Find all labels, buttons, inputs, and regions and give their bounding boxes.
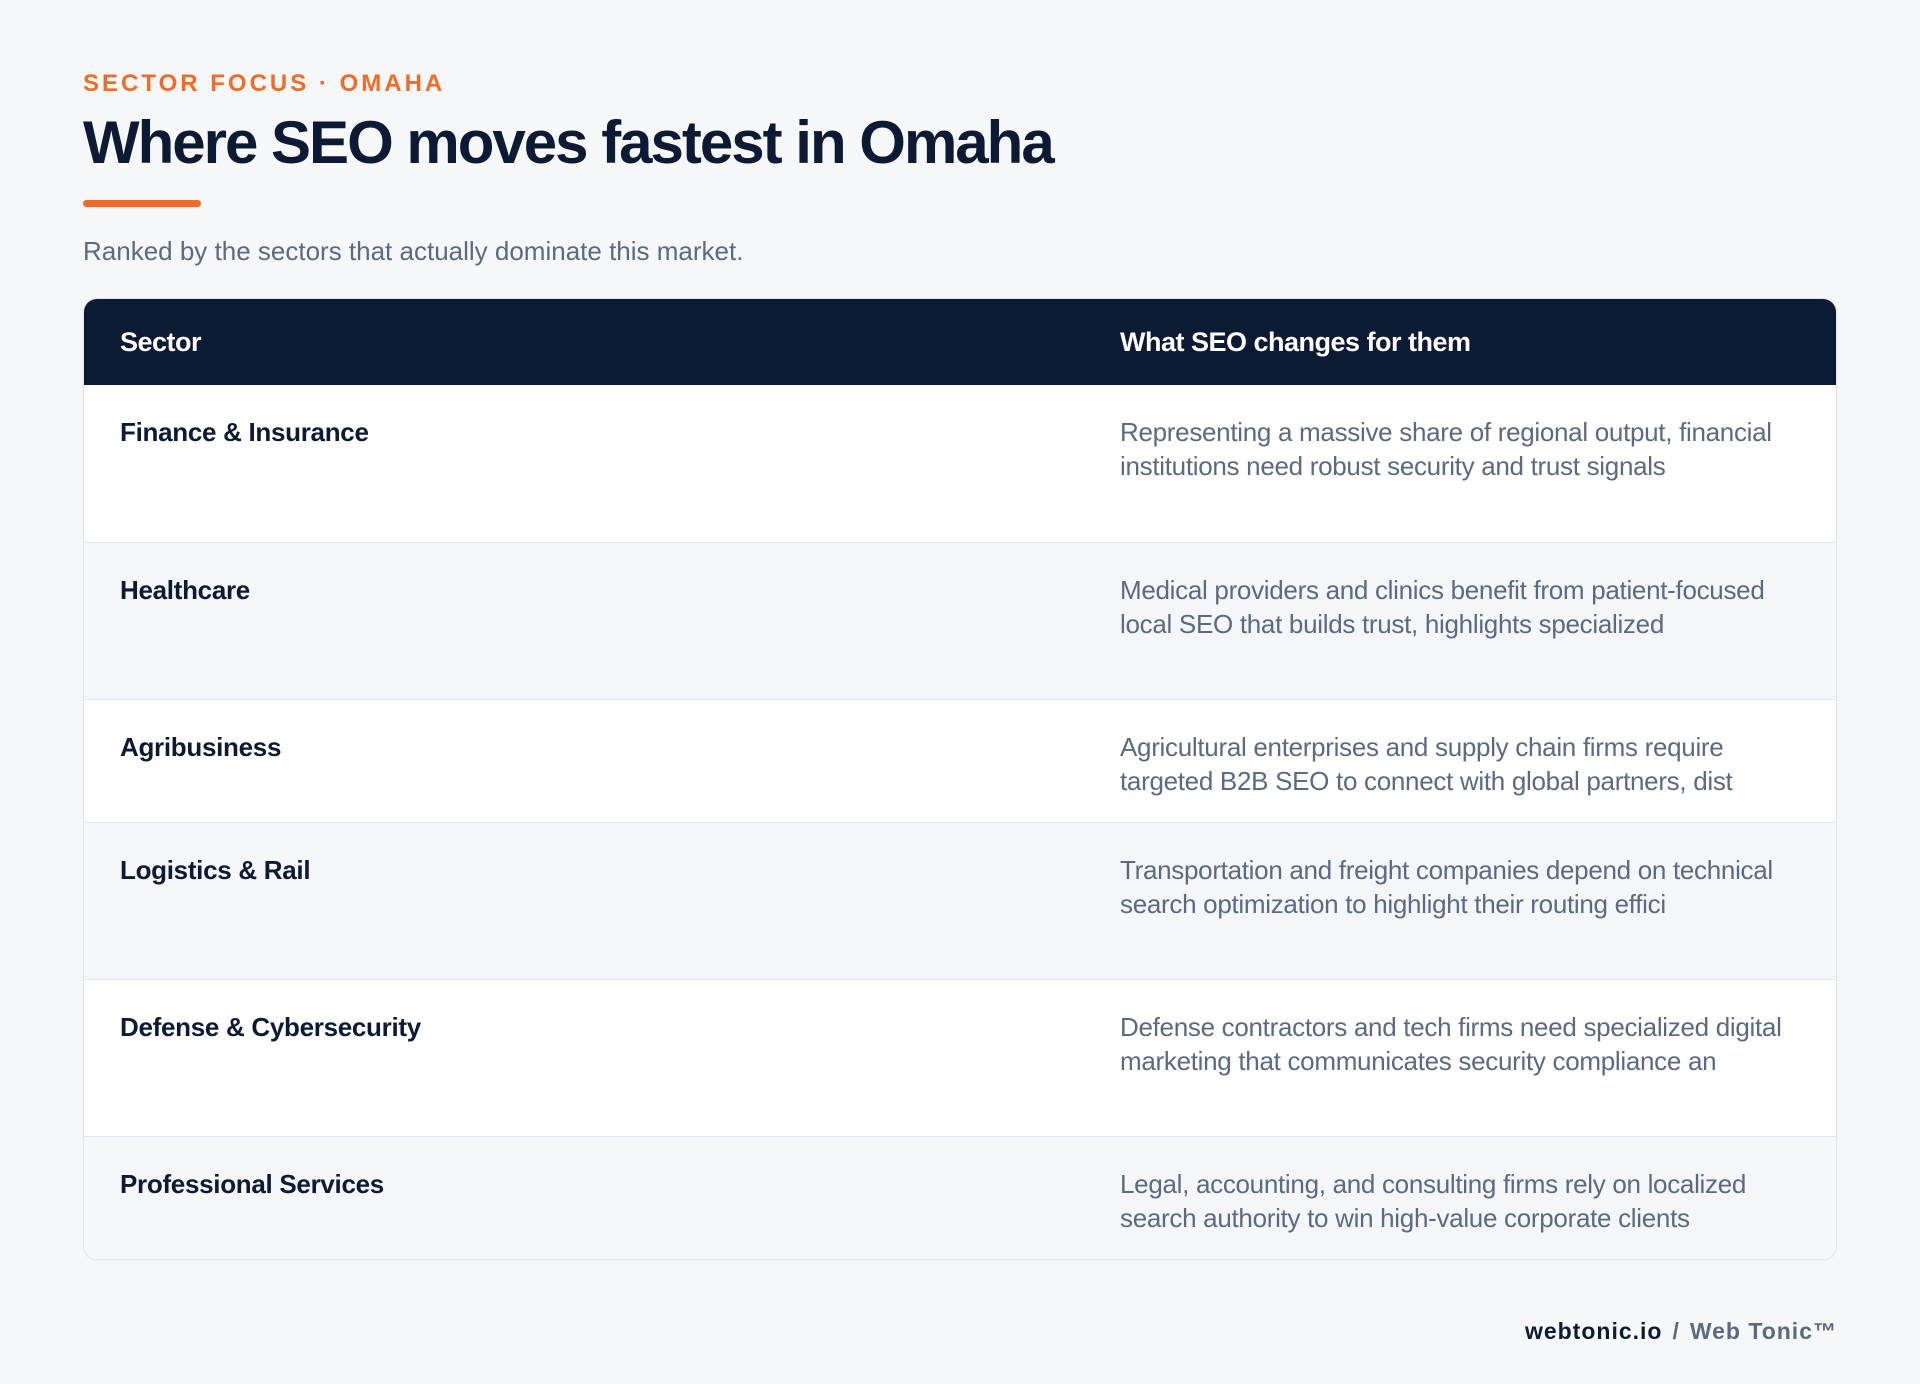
sector-name: Agribusiness [120,732,282,762]
sector-seo-description: Medical providers and clinics benefit fr… [1120,575,1765,639]
sector-name: Healthcare [120,575,250,605]
sector-seo-description: Representing a massive share of regional… [1120,417,1772,481]
eyebrow-label: SECTOR FOCUS · OMAHA [83,70,446,97]
table-row: Logistics & Rail Transportation and frei… [84,822,1836,979]
table-header: Sector What SEO changes for them [84,299,1836,385]
sector-seo-description: Defense contractors and tech firms need … [1120,1012,1782,1076]
title-accent-bar [83,200,201,207]
sector-name: Professional Services [120,1169,384,1199]
footer-brand: Web Tonic™ [1689,1318,1837,1344]
table-row: Finance & Insurance Representing a massi… [84,385,1836,542]
sector-name: Defense & Cybersecurity [120,1012,421,1042]
column-header-sector: Sector [120,326,202,357]
footer-separator: / [1672,1318,1680,1344]
sector-seo-description: Legal, accounting, and consulting firms … [1120,1169,1747,1233]
sector-seo-description: Transportation and freight companies dep… [1120,855,1773,919]
footer-domain-link[interactable]: webtonic.io [1524,1318,1663,1344]
table-row: Defense & Cybersecurity Defense contract… [84,979,1836,1136]
sector-table: Sector What SEO changes for them Finance… [83,298,1837,1260]
page-subtitle: Ranked by the sectors that actually domi… [83,236,744,266]
page-title: Where SEO moves fastest in Omaha [83,109,1055,176]
footer-credit: webtonic.io / Web Tonic™ [1525,1318,1837,1345]
table-row: Professional Services Legal, accounting,… [84,1136,1836,1259]
column-header-seo-changes: What SEO changes for them [1120,326,1471,357]
sector-seo-description: Agricultural enterprises and supply chai… [1120,732,1733,796]
sector-name: Logistics & Rail [120,855,311,885]
sector-name: Finance & Insurance [120,417,369,447]
table-row: Agribusiness Agricultural enterprises an… [84,699,1836,822]
table-row: Healthcare Medical providers and clinics… [84,542,1836,699]
